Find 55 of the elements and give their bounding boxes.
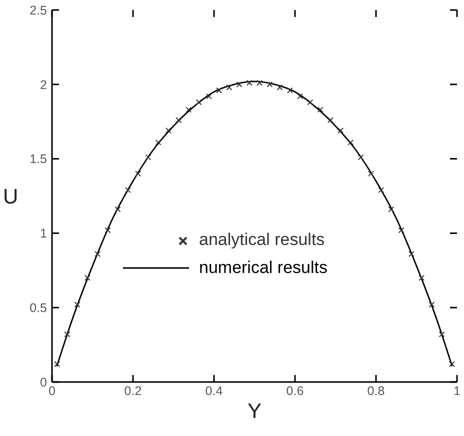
point bbox=[165, 128, 172, 134]
point bbox=[348, 139, 354, 146]
x-tick-label: 0.8 bbox=[367, 384, 385, 398]
point bbox=[418, 274, 425, 281]
point bbox=[338, 128, 344, 134]
point bbox=[276, 84, 283, 90]
y-tick-label: 1.5 bbox=[30, 152, 48, 166]
x-tick-label: 0.4 bbox=[205, 384, 223, 398]
y-axis-title: U bbox=[3, 185, 18, 208]
point bbox=[286, 87, 293, 94]
point bbox=[226, 84, 232, 90]
x-tick-label: 0.6 bbox=[286, 384, 304, 398]
point bbox=[94, 251, 101, 258]
point bbox=[124, 187, 131, 194]
point bbox=[266, 81, 273, 88]
point bbox=[64, 331, 70, 338]
x-tick-label: 0.2 bbox=[124, 384, 142, 398]
y-tick-label: 1 bbox=[40, 226, 48, 241]
point bbox=[236, 81, 242, 88]
point bbox=[358, 154, 364, 160]
point bbox=[307, 99, 314, 106]
point bbox=[135, 170, 142, 177]
point bbox=[317, 106, 324, 113]
point bbox=[297, 93, 304, 100]
legend-label: analytical results bbox=[199, 230, 325, 250]
point bbox=[398, 227, 404, 234]
point bbox=[428, 302, 435, 308]
point bbox=[196, 99, 202, 106]
point bbox=[176, 117, 182, 124]
y-tick-label: 2 bbox=[40, 78, 48, 92]
legend-label: numerical results bbox=[199, 258, 328, 278]
point bbox=[216, 87, 222, 94]
point bbox=[368, 170, 374, 177]
point bbox=[378, 187, 384, 194]
line-series bbox=[56, 80, 453, 366]
point bbox=[388, 206, 394, 212]
point bbox=[114, 206, 121, 212]
point bbox=[145, 154, 152, 160]
x-tick-label: 1 bbox=[454, 384, 461, 398]
point bbox=[206, 93, 212, 100]
y-tick-label: 0.5 bbox=[30, 300, 48, 315]
point bbox=[84, 274, 90, 281]
point bbox=[74, 302, 80, 308]
point bbox=[438, 331, 445, 338]
point bbox=[246, 80, 252, 86]
point bbox=[448, 361, 455, 368]
point bbox=[54, 361, 60, 368]
point bbox=[155, 139, 162, 146]
point bbox=[327, 117, 334, 124]
point bbox=[408, 251, 414, 258]
y-tick-label: 2.5 bbox=[30, 3, 48, 18]
point bbox=[186, 106, 192, 113]
point bbox=[256, 80, 263, 86]
point bbox=[104, 227, 111, 234]
x-axis-title: Y bbox=[247, 400, 262, 423]
